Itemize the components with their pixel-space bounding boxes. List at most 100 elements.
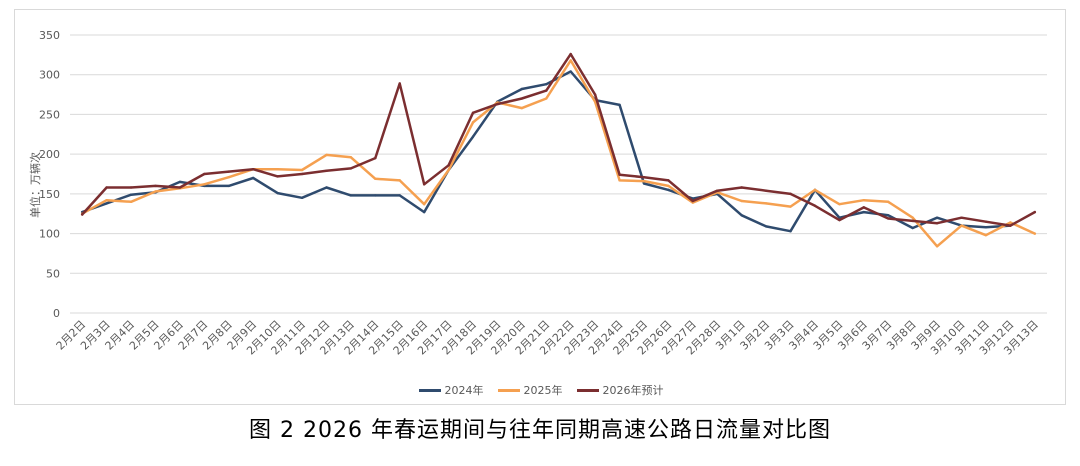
data-point-s2-39 [1033,210,1036,214]
data-point-s1-35 [935,245,939,248]
data-point-s2-36 [960,216,963,219]
data-point-s1-19 [545,97,548,100]
data-point-s1-36 [960,224,963,227]
data-point-s0-18 [520,87,524,91]
legend-label-2026: 2026年预计 [602,384,664,397]
y-tick-label-200: 200 [39,148,60,161]
legend-label-2025: 2025年 [523,384,563,397]
y-tick-label-50: 50 [46,267,60,280]
data-point-s1-8 [276,168,279,171]
data-point-s0-32 [862,210,866,214]
data-point-s2-10 [325,169,328,173]
data-point-s2-17 [496,102,499,106]
data-point-s0-1 [105,202,108,205]
data-point-s2-26 [716,189,719,192]
data-point-s2-24 [667,179,670,182]
data-point-s2-29 [789,192,792,196]
data-point-s2-2 [129,186,133,189]
data-point-s1-32 [862,199,866,202]
data-point-s0-31 [838,216,841,219]
data-point-s0-10 [325,186,328,189]
data-point-s0-12 [374,194,377,197]
data-point-s2-1 [105,186,108,189]
data-point-s2-9 [300,172,304,176]
legend-item-2025: 2025年 [497,382,563,398]
data-point-s1-13 [398,179,401,182]
data-point-s2-6 [227,170,230,173]
data-point-s2-22 [618,173,621,176]
data-point-s2-12 [374,156,377,160]
data-point-s0-37 [984,226,988,229]
data-point-s1-5 [203,183,206,186]
data-point-s2-0 [81,213,84,216]
data-point-s1-29 [789,205,792,208]
data-point-s2-3 [154,184,157,188]
data-point-s0-6 [227,184,230,188]
data-point-s1-10 [325,153,328,157]
data-point-s2-18 [520,97,524,100]
data-point-s1-3 [154,190,157,193]
data-point-s2-38 [1009,224,1012,227]
y-tick-label-250: 250 [39,108,60,121]
data-point-s2-16 [471,111,475,115]
legend-item-2024: 2024年 [418,382,484,398]
data-point-s1-18 [520,106,524,110]
data-point-s0-33 [887,214,890,217]
y-tick-label-350: 350 [39,29,60,42]
data-point-s0-7 [251,176,255,180]
data-point-s1-12 [374,177,377,180]
y-tick-label-100: 100 [39,228,60,241]
data-point-s2-19 [545,89,548,92]
data-point-s0-23 [642,182,646,185]
data-point-s2-21 [593,93,597,96]
data-point-s2-31 [838,218,841,222]
series-line-0 [80,70,1012,233]
legend-item-2026: 2026年预计 [576,382,664,398]
y-tick-label-0: 0 [53,307,60,320]
data-point-s0-20 [569,70,572,73]
data-point-s0-2 [129,193,133,196]
data-point-s1-37 [984,233,988,237]
data-point-s1-28 [764,202,768,205]
data-point-s2-20 [569,52,572,56]
data-point-s0-4 [178,180,182,184]
y-tick-label-150: 150 [39,188,60,201]
data-point-s0-9 [300,196,304,200]
data-point-s0-13 [398,194,401,197]
data-point-s0-19 [545,83,548,86]
series-line-2 [80,52,1037,227]
data-point-s0-16 [471,135,475,138]
data-point-s1-24 [667,184,670,188]
data-point-s2-13 [398,82,401,85]
data-point-s1-1 [105,199,108,202]
figure-caption: 图 2 2026 年春运期间与往年同期高速公路日流量对比图 [249,418,831,443]
data-point-s1-30 [813,188,817,192]
data-point-s1-9 [300,168,304,172]
data-point-s2-4 [178,186,182,189]
series-line-1 [80,59,1037,248]
data-point-s2-33 [887,217,890,220]
data-point-s0-14 [422,210,426,214]
legend-swatch-2024 [418,388,441,392]
data-point-s2-5 [203,172,206,176]
data-point-s0-34 [911,226,914,230]
data-point-s1-15 [447,168,450,172]
data-point-s0-35 [935,216,939,219]
data-point-s1-2 [129,200,133,203]
legend-swatch-2025 [497,388,520,392]
data-point-s0-22 [618,103,621,107]
line-chart: 0501001502002503003502月2日2月3日2月4日2月5日2月6… [39,29,1047,358]
data-point-s2-35 [935,222,939,225]
data-point-s1-14 [422,202,426,206]
data-point-s2-28 [764,189,768,192]
data-point-s0-11 [349,194,353,197]
data-point-s2-11 [349,167,353,170]
legend-label-2024: 2024年 [444,384,484,397]
data-point-s1-33 [887,200,890,203]
data-point-s1-22 [618,179,621,182]
y-tick-label-300: 300 [39,69,60,82]
legend-swatch-2026 [576,388,599,392]
data-point-s1-11 [349,156,353,159]
data-point-s1-16 [471,121,475,124]
data-point-s2-15 [447,164,450,167]
